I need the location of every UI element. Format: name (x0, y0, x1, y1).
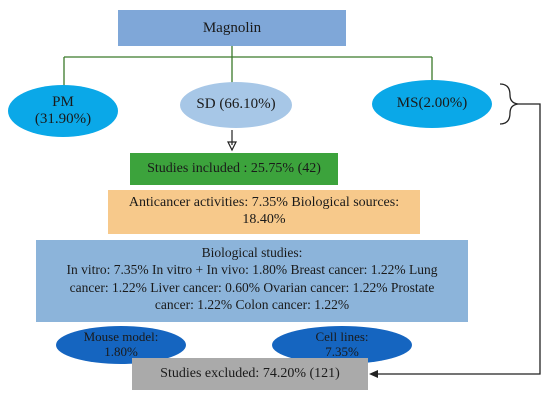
cell-lines-label: Cell lines: (315, 329, 369, 345)
mouse-model-label: Mouse model: (83, 329, 159, 345)
biological-line-2: cancer: 1.22% Liver cancer: 0.60% Ovaria… (69, 279, 435, 295)
mouse-model-percent: 1.80% (104, 344, 138, 359)
studies-included-label: Studies included : 25.75% (42) (147, 161, 321, 176)
mouse-model-ellipse: Mouse model: 1.80% (56, 326, 186, 364)
exclusion-path (372, 103, 541, 375)
ms-label: MS(2.00%) (396, 95, 468, 112)
studies-excluded-label: Studies excluded: 74.20% (121) (160, 366, 340, 381)
title-box: Magnolin (118, 10, 346, 46)
source-pm: PM (31.90%) (8, 85, 118, 137)
biological-studies-box: Biological studies: In vitro: 7.35% In v… (36, 240, 468, 322)
exclusion-arrowhead (369, 370, 378, 378)
sd-label: SD (66.10%) (196, 96, 276, 113)
biological-line-1: In vitro: 7.35% In vitro + In vivo: 1.80… (66, 262, 438, 278)
source-sd: SD (66.10%) (180, 82, 292, 128)
cell-lines-percent: 7.35% (325, 344, 359, 359)
biological-line-3: cancer: 1.22% Colon cancer: 1.22% (154, 296, 350, 312)
biological-studies-title: Biological studies: (201, 245, 303, 260)
anticancer-box: Anticancer activities: 7.35% Biological … (108, 190, 420, 234)
studies-excluded-box: Studies excluded: 74.20% (121) (132, 358, 368, 390)
cell-lines-ellipse: Cell lines: 7.35% (272, 326, 412, 364)
curly-brace (499, 83, 519, 125)
anticancer-line-1: Anticancer activities: 7.35% Biological … (128, 195, 400, 211)
studies-included-box: Studies included : 25.75% (42) (130, 153, 338, 185)
title-label: Magnolin (202, 19, 262, 36)
pm-percent: (31.90%) (34, 111, 92, 127)
anticancer-line-2: 18.40% (242, 212, 286, 227)
source-ms: MS(2.00%) (372, 80, 492, 128)
pm-label: PM (52, 93, 74, 110)
down-arrow (227, 130, 237, 152)
